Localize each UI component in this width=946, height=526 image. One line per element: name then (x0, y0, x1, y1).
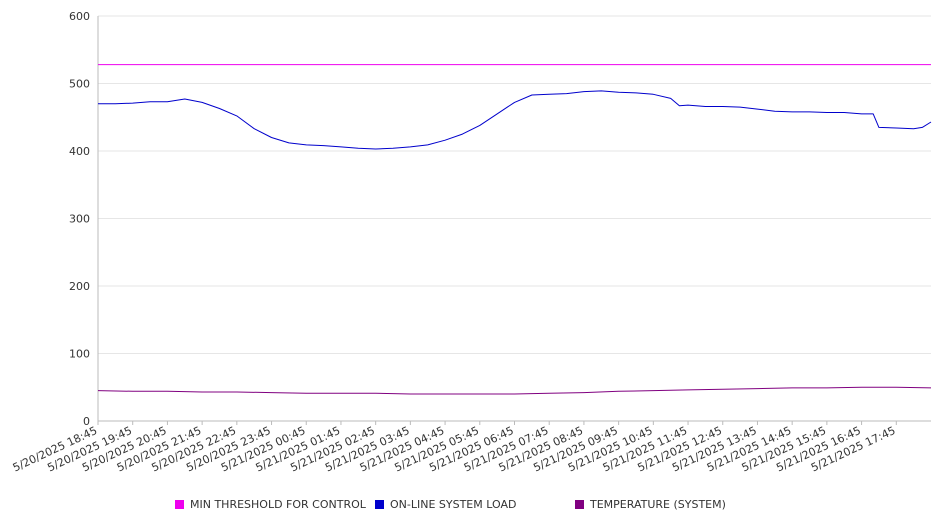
y-tick-label-200: 200 (69, 280, 90, 293)
series-line-temperature (97, 386, 932, 395)
legend-item-threshold[interactable]: MIN THRESHOLD FOR CONTROL (175, 498, 366, 511)
legend-label-system-load: ON-LINE SYSTEM LOAD (390, 498, 517, 511)
series-line-system-load (98, 90, 932, 150)
y-tick-label-0: 0 (83, 415, 90, 428)
y-tick-labels: 0 100 200 300 400 500 600 (69, 10, 90, 428)
y-tick-label-600: 600 (69, 10, 90, 23)
y-tick-label-100: 100 (69, 348, 90, 361)
y-tick-label-300: 300 (69, 213, 90, 226)
grid-lines (98, 15, 931, 354)
y-tick-label-400: 400 (69, 145, 90, 158)
axes (97, 16, 931, 425)
chart-legend: MIN THRESHOLD FOR CONTROL ON-LINE SYSTEM… (0, 498, 946, 514)
x-tick-labels: 5/20/2025 18:455/20/2025 19:455/20/2025 … (11, 424, 898, 474)
legend-item-temperature[interactable]: TEMPERATURE (SYSTEM) (575, 498, 726, 511)
legend-item-system-load[interactable]: ON-LINE SYSTEM LOAD (375, 498, 516, 511)
series-lines (97, 64, 932, 395)
legend-swatch-threshold (175, 500, 184, 509)
y-tick-label-500: 500 (69, 78, 90, 91)
legend-label-temperature: TEMPERATURE (SYSTEM) (590, 498, 726, 511)
legend-label-threshold: MIN THRESHOLD FOR CONTROL (190, 498, 366, 511)
legend-swatch-temperature (575, 500, 584, 509)
legend-swatch-system-load (375, 500, 384, 509)
